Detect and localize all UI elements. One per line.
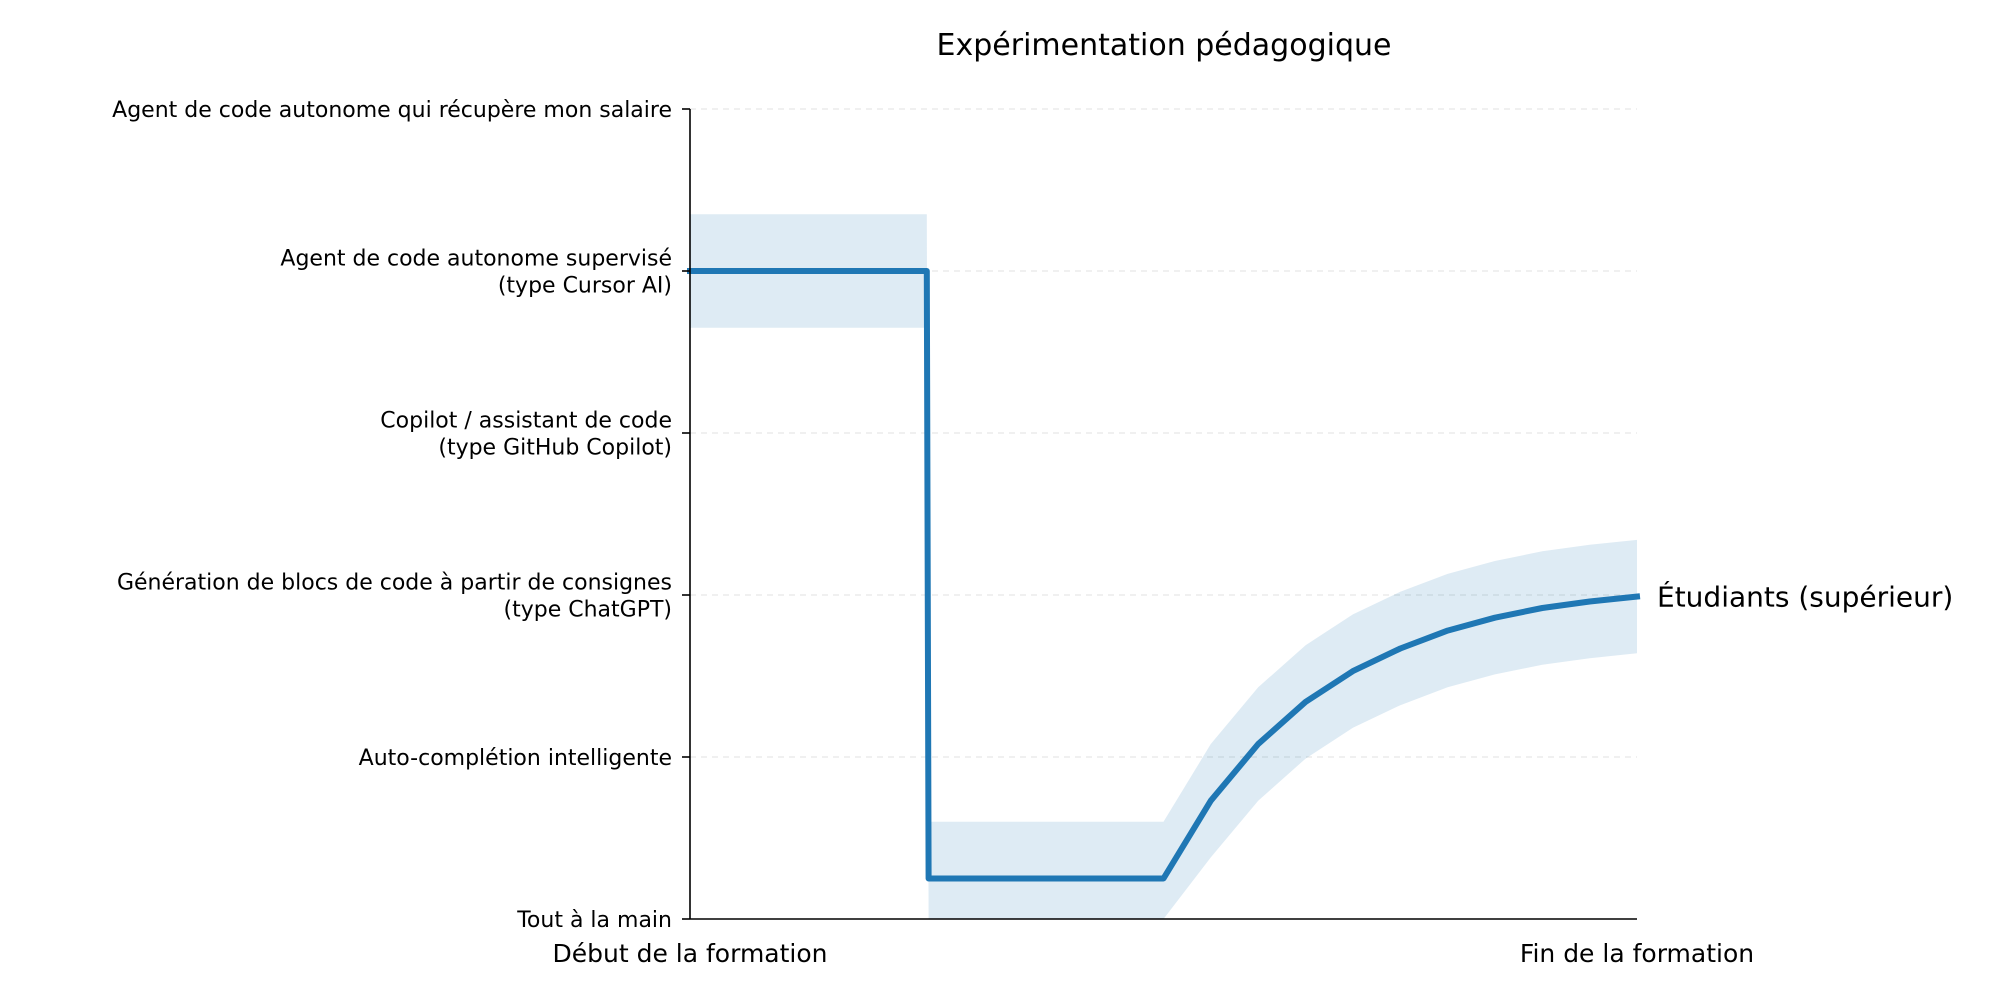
y-tick-label-line: Copilot / assistant de code bbox=[380, 409, 672, 434]
series-label: Étudiants (supérieur) bbox=[1657, 580, 1953, 614]
y-tick-label-line: (type GitHub Copilot) bbox=[438, 436, 672, 461]
y-tick-label: Auto-complétion intelligente bbox=[359, 746, 672, 771]
y-tick-label-line: Agent de code autonome qui récupère mon … bbox=[112, 98, 672, 123]
series-line bbox=[687, 268, 1641, 882]
axes bbox=[689, 109, 1637, 920]
chart-title: Expérimentation pédagogique bbox=[937, 28, 1392, 63]
confidence-band bbox=[690, 214, 1637, 920]
y-tick-label: Agent de code autonome qui récupère mon … bbox=[112, 98, 672, 123]
y-tick-label: Agent de code autonome supervisé (type Cu… bbox=[280, 247, 672, 299]
y-ticks: Tout à la main Auto-complétion intelligen… bbox=[112, 98, 690, 933]
x-ticks: Début de la formation Fin de la formation bbox=[553, 939, 1755, 968]
y-tick-label: Génération de blocs de code à partir de … bbox=[117, 571, 672, 623]
y-tick-label: Copilot / assistant de code (type GitHub … bbox=[380, 409, 672, 461]
x-tick-label: Fin de la formation bbox=[1520, 939, 1754, 968]
y-tick-label: Tout à la main bbox=[516, 908, 672, 933]
y-tick-label-line: Tout à la main bbox=[516, 908, 672, 933]
y-tick-label-line: Agent de code autonome supervisé bbox=[280, 247, 672, 272]
y-tick-label-line: (type Cursor AI) bbox=[498, 274, 672, 299]
y-tick-label-line: Auto-complétion intelligente bbox=[359, 746, 672, 771]
series-labels: Étudiants (supérieur) bbox=[1657, 580, 1953, 614]
y-tick-label-line: Génération de blocs de code à partir de … bbox=[117, 571, 672, 596]
y-tick-label-line: (type ChatGPT) bbox=[504, 598, 672, 623]
x-tick-label: Début de la formation bbox=[553, 939, 828, 968]
series-lines bbox=[687, 268, 1641, 882]
confidence-bands bbox=[690, 214, 1637, 920]
